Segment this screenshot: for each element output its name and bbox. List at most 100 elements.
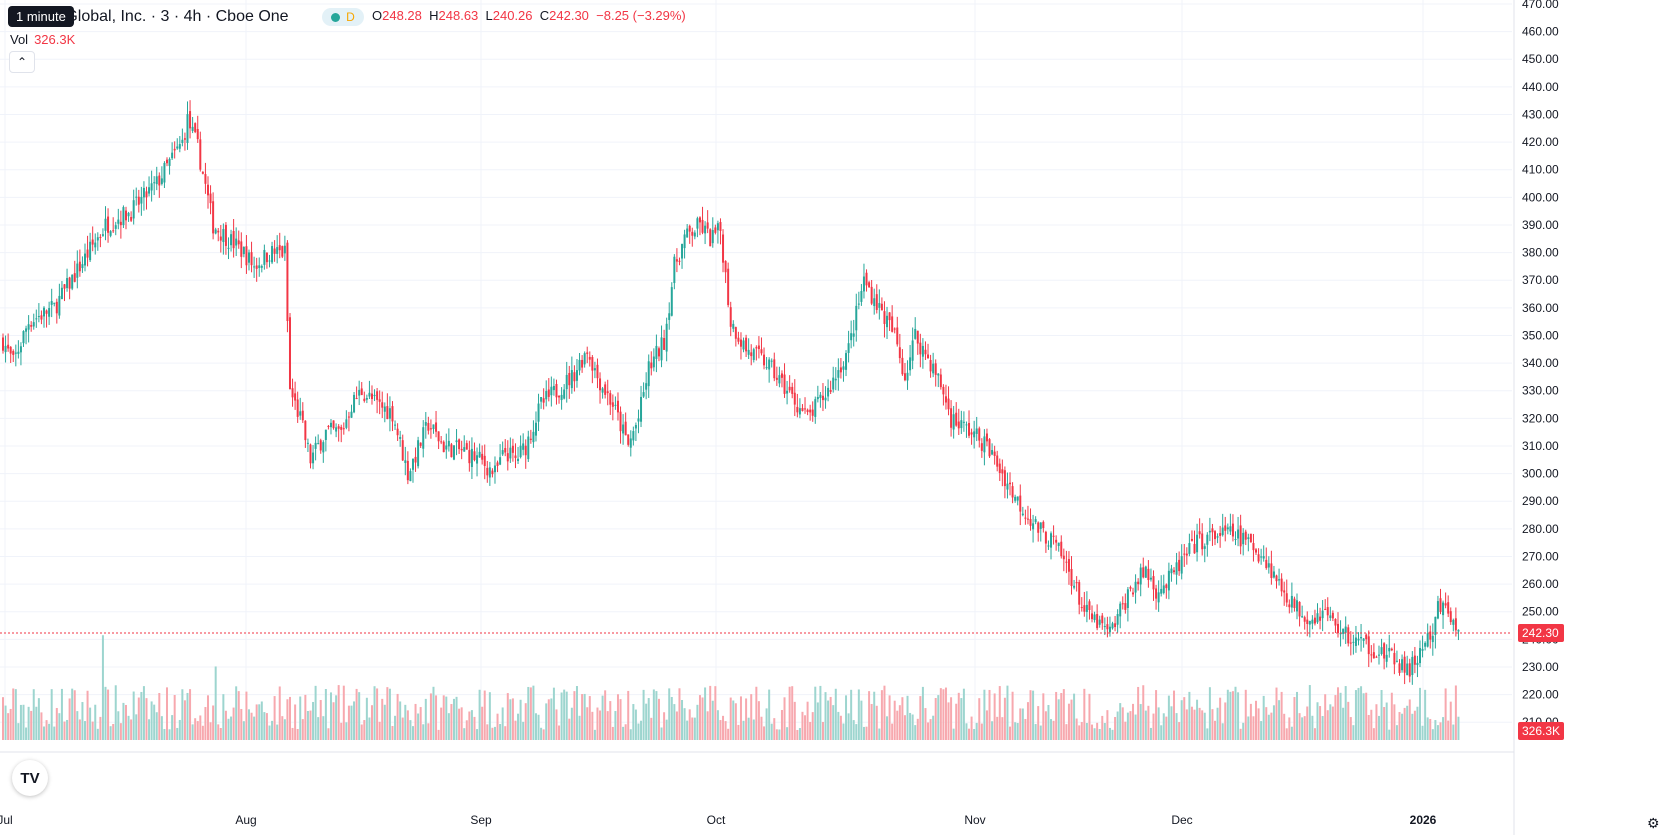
candle-body	[1096, 614, 1099, 629]
price-tick-label: 270.00	[1522, 549, 1559, 563]
volume-bar	[1378, 715, 1381, 740]
volume-bar	[755, 686, 758, 740]
candle-body	[427, 422, 430, 431]
candle-body	[9, 346, 12, 354]
candle-body	[950, 408, 953, 428]
candle-body	[1152, 576, 1155, 590]
volume-bar	[1155, 690, 1158, 740]
candle-body	[768, 359, 771, 370]
grid	[0, 0, 1512, 740]
candle-body	[68, 277, 71, 289]
candle-body	[927, 354, 930, 359]
candles	[2, 100, 1460, 685]
volume-bar	[196, 721, 199, 740]
high-label: H	[429, 8, 439, 23]
volume-bar	[437, 729, 440, 740]
volume-bar	[68, 698, 71, 740]
candle-body	[435, 422, 438, 432]
volume-bar	[924, 708, 927, 740]
volume-bar	[1426, 717, 1429, 740]
volume-bar	[1016, 723, 1019, 740]
volume-bar	[1093, 728, 1096, 740]
candle-body	[158, 175, 161, 186]
candle-body	[1439, 598, 1442, 612]
candle-body	[1034, 519, 1037, 523]
volume-bar	[804, 715, 807, 740]
candle-body	[22, 331, 25, 344]
volume-bar	[686, 720, 689, 740]
candle-body	[888, 312, 891, 321]
candle-body	[1326, 607, 1329, 616]
candle-body	[304, 420, 307, 441]
volume-bar	[801, 711, 804, 740]
volume-bar	[711, 700, 714, 740]
candle-body	[1219, 533, 1222, 536]
candle-body	[199, 139, 202, 170]
candle-body	[168, 158, 171, 166]
time-tick-label: Aug	[235, 813, 256, 827]
volume-bar	[1098, 728, 1101, 740]
candle-body	[942, 386, 945, 395]
volume-bar	[1321, 716, 1324, 740]
volume-bar	[440, 707, 443, 740]
candle-body	[688, 225, 691, 232]
candle-body	[1091, 613, 1094, 620]
candle-body	[450, 444, 453, 458]
volume-bar	[171, 715, 174, 740]
time-tick-label: Jul	[0, 813, 13, 827]
volume-bar	[955, 703, 958, 740]
candle-body	[1157, 592, 1160, 603]
candle-body	[506, 453, 509, 462]
candle-body	[1009, 482, 1012, 485]
volume-bar	[1001, 717, 1004, 740]
candle-body	[150, 183, 153, 191]
volume-bar	[732, 700, 735, 740]
candle-body	[476, 455, 479, 464]
volume-bar	[1439, 722, 1442, 740]
volume-bar	[1395, 725, 1398, 740]
candle-body	[601, 388, 604, 393]
candle-body	[173, 148, 176, 151]
candle-body	[857, 303, 860, 305]
candle-body	[932, 363, 935, 374]
symbol-title[interactable]: se Global, Inc. · 3 · 4h · Cboe One	[44, 8, 289, 25]
volume-bar	[645, 703, 648, 740]
volume-bar	[783, 697, 786, 740]
volume-bar	[1416, 706, 1419, 740]
market-status-pill[interactable]: D	[322, 8, 364, 26]
volume-bar	[96, 728, 99, 740]
volume-bar	[1003, 697, 1006, 740]
candle-body	[1331, 612, 1334, 619]
collapse-legend-button[interactable]: ⌃	[9, 51, 35, 73]
volume-bar	[1132, 703, 1135, 740]
volume-bar	[1188, 691, 1191, 740]
candle-body	[1403, 656, 1406, 673]
candle-body	[160, 178, 163, 184]
candle-body	[540, 396, 543, 402]
gear-icon[interactable]: ⚙	[1647, 815, 1660, 831]
candle-body	[937, 373, 940, 376]
volume-bar	[1424, 689, 1427, 740]
volume-bar	[1050, 719, 1053, 740]
volume-bar	[1019, 708, 1022, 740]
candle-body	[227, 247, 230, 249]
candle-body	[1175, 562, 1178, 575]
volume-bar	[399, 701, 402, 740]
volume-bar	[1103, 722, 1106, 740]
candle-body	[1190, 538, 1193, 541]
candle-body	[165, 159, 168, 164]
volume-bar	[335, 695, 338, 740]
candle-body	[716, 223, 719, 231]
candle-body	[409, 471, 412, 482]
volume-bar	[1296, 691, 1299, 740]
candle-body	[253, 266, 256, 268]
volume-bars	[2, 635, 1460, 740]
candle-body	[212, 201, 215, 234]
candle-body	[1354, 637, 1357, 646]
candle-body	[1442, 602, 1445, 616]
candle-body	[483, 455, 486, 466]
candle-body	[624, 421, 627, 436]
volume-bar	[1278, 700, 1281, 740]
tradingview-logo[interactable]: TV	[12, 760, 48, 796]
